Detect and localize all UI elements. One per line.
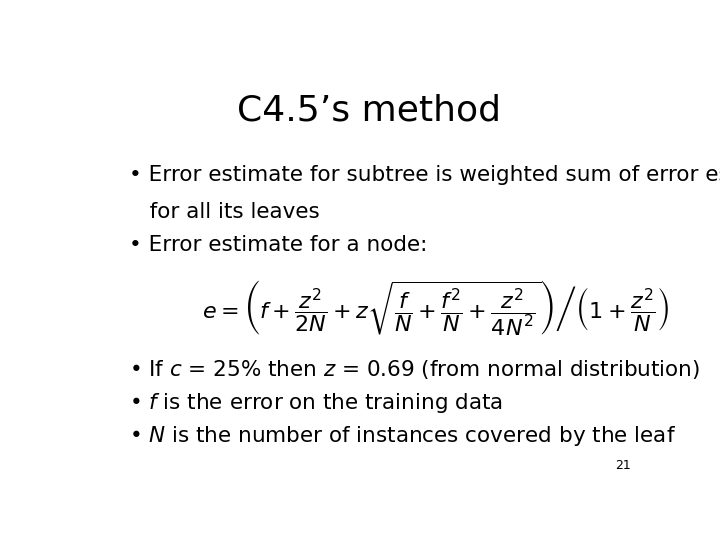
Text: • Error estimate for a node:: • Error estimate for a node: (129, 235, 428, 255)
Text: for all its leaves: for all its leaves (129, 202, 320, 222)
Text: • If $c$ = 25% then $z$ = 0.69 (from normal distribution): • If $c$ = 25% then $z$ = 0.69 (from nor… (129, 358, 700, 381)
Text: • $N$ is the number of instances covered by the leaf: • $N$ is the number of instances covered… (129, 424, 676, 448)
Text: 21: 21 (616, 460, 631, 472)
Text: $e = \left( f + \dfrac{z^2}{2N} + z\sqrt{\dfrac{f}{N} + \dfrac{f^2}{N} + \dfrac{: $e = \left( f + \dfrac{z^2}{2N} + z\sqrt… (202, 279, 669, 339)
Text: C4.5’s method: C4.5’s method (237, 94, 501, 128)
Text: • $f$ is the error on the training data: • $f$ is the error on the training data (129, 391, 503, 415)
Text: • Error estimate for subtree is weighted sum of error estimates: • Error estimate for subtree is weighted… (129, 165, 720, 185)
